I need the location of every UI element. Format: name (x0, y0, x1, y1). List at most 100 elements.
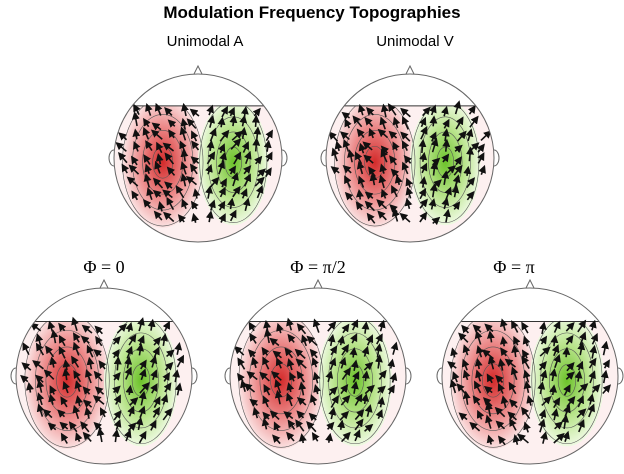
arrow (364, 404, 373, 417)
arrow (135, 416, 144, 431)
arrow (486, 373, 495, 384)
arrow (30, 322, 42, 332)
arrow (49, 385, 57, 395)
arrow (363, 361, 374, 371)
arrow (143, 198, 152, 209)
arrow (577, 319, 587, 333)
arrow (217, 200, 226, 211)
arrow (364, 116, 374, 127)
arrow (562, 430, 570, 442)
arrow (123, 429, 132, 442)
arrow (328, 357, 337, 371)
arrow (463, 165, 472, 176)
arrow (565, 321, 575, 332)
arrow (180, 173, 189, 187)
arrow (355, 188, 364, 200)
arrow (380, 148, 388, 163)
arrow (588, 370, 596, 384)
arrow (162, 142, 175, 152)
arrow (246, 371, 258, 381)
arrow (284, 347, 294, 359)
arrow (517, 433, 529, 444)
arrow (364, 384, 375, 395)
arrow (138, 430, 147, 444)
arrow (144, 163, 153, 175)
arrow (36, 403, 45, 417)
arrow (58, 334, 67, 347)
arrow (112, 385, 121, 394)
arrow (441, 197, 450, 210)
arrow (166, 166, 176, 176)
arrow (22, 342, 30, 356)
arrow (462, 369, 471, 381)
arrow (154, 160, 162, 174)
arrow (562, 346, 571, 358)
arrow (138, 405, 146, 419)
arrow (509, 399, 518, 409)
arrow (378, 369, 387, 380)
arrow (377, 210, 387, 221)
arrow (150, 383, 158, 394)
arrow (113, 356, 122, 371)
arrow (487, 355, 496, 370)
arrow (154, 102, 163, 116)
arrow (362, 141, 373, 151)
arrow (74, 432, 83, 442)
arrow (353, 429, 361, 442)
arrow (510, 366, 519, 380)
arrow (400, 107, 411, 118)
arrow (218, 213, 226, 223)
arrow (361, 321, 370, 334)
arrow (394, 174, 403, 186)
arrow (125, 322, 134, 332)
arrow (430, 137, 439, 153)
arrow (526, 395, 535, 406)
arrow (521, 321, 529, 334)
arrow (229, 114, 238, 127)
arrow (474, 330, 483, 345)
arrow (125, 384, 134, 395)
arrow (138, 390, 147, 406)
arrow (83, 399, 93, 408)
arrow (163, 211, 175, 223)
arrow (81, 324, 93, 334)
arrow (478, 164, 486, 175)
arrow (233, 345, 245, 356)
arrow (175, 185, 185, 199)
arrow (349, 333, 358, 344)
arrow (538, 321, 547, 335)
arrow (511, 344, 520, 358)
arrow (539, 335, 548, 345)
arrow (494, 406, 506, 418)
arrow (285, 392, 294, 407)
arrow (149, 355, 158, 368)
arrow (190, 200, 199, 210)
head-outline (441, 287, 619, 465)
arrow (466, 190, 475, 201)
arrow (497, 358, 506, 371)
arrow (263, 139, 272, 152)
arrow (390, 341, 399, 355)
arrow (244, 150, 252, 165)
arrow (347, 149, 355, 163)
arrow (239, 126, 248, 139)
arrow (328, 407, 337, 420)
arrow (286, 358, 295, 371)
arrow (312, 371, 321, 384)
arrow (228, 165, 237, 175)
arrow (431, 216, 441, 226)
arrow (116, 323, 128, 334)
arrow (577, 419, 585, 433)
arrow (164, 361, 174, 371)
arrow (286, 382, 295, 393)
head-outline (325, 73, 495, 243)
arrow (139, 359, 147, 370)
arrow (296, 323, 307, 335)
arrow (422, 106, 431, 117)
arrow (339, 410, 350, 421)
arrow (590, 332, 599, 345)
arrow (358, 142, 367, 154)
arrow (341, 111, 351, 120)
arrow (389, 155, 398, 166)
